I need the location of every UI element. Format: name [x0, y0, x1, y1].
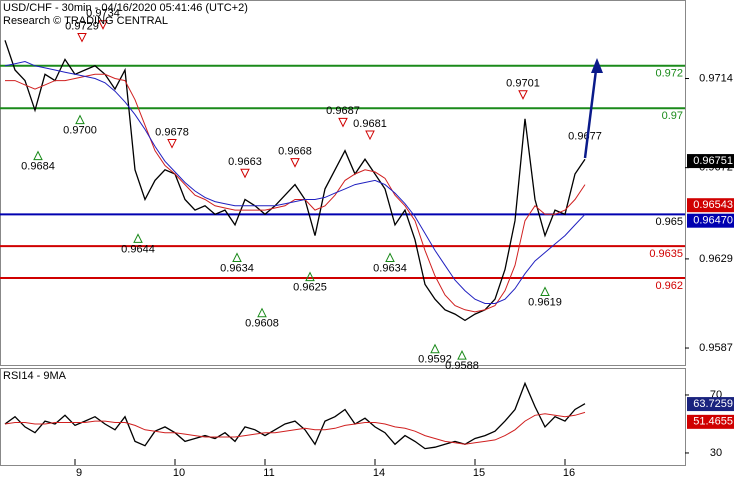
main-panel: [0, 0, 686, 366]
level-label: 0.97: [662, 110, 683, 122]
level-label: 0.972: [655, 68, 683, 80]
price-box: [687, 213, 734, 228]
level-label: 0.9635: [649, 248, 683, 260]
swing-high-marker: [518, 90, 528, 100]
swing-label: 0.9677: [568, 130, 602, 142]
swing-label: 0.9634: [373, 262, 407, 274]
price-box-label: 0.96470: [693, 215, 733, 227]
swing-low-marker: [457, 350, 467, 360]
swing-label: 0.9681: [353, 118, 387, 130]
level-label: 0.962: [655, 280, 683, 292]
y-tick-label: 0.9587: [699, 342, 733, 354]
forecast-arrow: [583, 69, 598, 159]
swing-low-marker: [385, 252, 395, 263]
swing-label: 0.9634: [220, 262, 254, 274]
swing-low-marker: [75, 114, 85, 125]
x-tick-label: 9: [76, 467, 82, 479]
price-box: [687, 198, 734, 213]
swing-label: 0.9684: [21, 161, 55, 173]
swing-label: 0.9619: [528, 296, 562, 308]
swing-low-marker: [257, 307, 267, 318]
price-box-label: 51.4655: [693, 416, 733, 428]
price-box: [687, 397, 734, 412]
y-tick-label: 0.9714: [699, 72, 733, 84]
swing-low-marker: [133, 233, 143, 243]
swing-label: 0.9729: [65, 20, 99, 32]
swing-label: 0.9592: [418, 354, 452, 366]
x-tick-label: 14: [373, 467, 385, 479]
moving-average: [4, 60, 586, 304]
price-box-label: 0.96751: [693, 155, 733, 167]
swing-low-marker: [540, 286, 550, 296]
swing-label: 0.9588: [445, 360, 479, 372]
swing-high-marker: [98, 20, 108, 30]
chart-subtitle: Research © TRADING CENTRAL: [3, 15, 168, 27]
swing-high-marker: [365, 130, 375, 141]
x-tick-label: 10: [173, 467, 185, 479]
y-tick-label: 0.9629: [699, 253, 733, 265]
swing-label: 0.9668: [278, 146, 312, 158]
swing-low-marker: [430, 343, 440, 354]
swing-low-marker: [305, 271, 315, 282]
moving-average: [4, 411, 586, 445]
swing-label: 0.9644: [121, 243, 155, 255]
x-tick-label: 11: [263, 467, 274, 479]
level-label: 0.965: [655, 216, 683, 228]
forecast-arrowhead: [591, 58, 603, 73]
x-tick-label: 16: [563, 467, 575, 479]
price-box-label: 63.7259: [693, 398, 733, 410]
plot-layer: 0.97140.96720.96290.95870.9720.970.9650.…: [0, 8, 733, 479]
swing-label: 0.9701: [506, 78, 540, 90]
swing-high-marker: [77, 32, 87, 43]
swing-high-marker: [338, 117, 348, 128]
x-tick-label: 15: [473, 467, 485, 479]
swing-label: 0.9625: [293, 282, 327, 294]
swing-label: 0.9700: [63, 124, 97, 136]
swing-low-marker: [232, 252, 242, 263]
price-line: [4, 40, 586, 322]
swing-low-marker: [33, 150, 43, 161]
moving-average: [5, 73, 586, 313]
y-tick-label: 30: [710, 447, 722, 459]
swing-label: 0.9734: [86, 8, 120, 20]
swing-high-marker: [167, 139, 177, 149]
swing-label: 0.9608: [245, 318, 279, 330]
rsi-panel: [0, 368, 686, 466]
swing-label: 0.9678: [155, 126, 189, 138]
price-box-label: 0.96543: [693, 199, 733, 211]
swing-high-marker: [240, 168, 250, 179]
rsi-title: RSI14 - 9MA: [3, 370, 67, 382]
swing-high-marker: [290, 158, 300, 168]
price-box: [687, 414, 734, 429]
price-box: [687, 154, 734, 169]
swing-label: 0.9663: [228, 156, 262, 168]
swing-label: 0.9687: [326, 105, 360, 117]
chart-title: USD/CHF - 30min - 04/16/2020 05:41:46 (U…: [3, 2, 248, 14]
